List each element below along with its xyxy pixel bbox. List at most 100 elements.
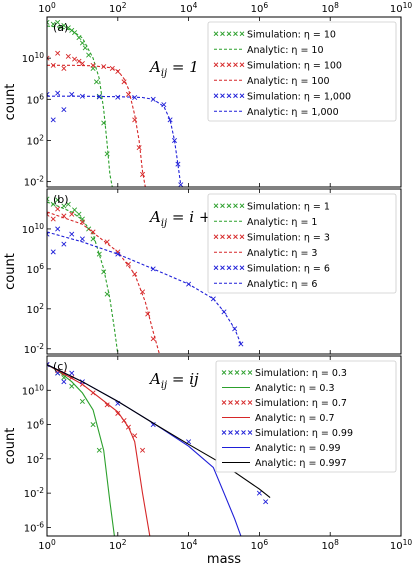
scatter-point bbox=[50, 117, 56, 123]
x-tick-label: 1010 bbox=[390, 538, 413, 552]
scatter-point bbox=[175, 161, 181, 167]
legend-marker bbox=[234, 430, 240, 435]
legend-marker bbox=[226, 62, 232, 68]
panel-label-c: (c) bbox=[53, 360, 68, 373]
y-tick-label: 1010 bbox=[22, 51, 45, 65]
x-tick-label: 106 bbox=[251, 538, 269, 552]
legend-marker bbox=[234, 400, 240, 405]
legend-marker bbox=[220, 93, 225, 99]
legend-a: Simulation: η = 10 Analytic: η = 10 Simula… bbox=[207, 21, 397, 122]
legend-marker bbox=[213, 31, 219, 37]
legend-marker bbox=[239, 31, 245, 37]
series-line bbox=[47, 25, 113, 187]
x-tick-label: 108 bbox=[321, 538, 339, 552]
y-tick-label: 102 bbox=[26, 302, 44, 316]
y-tick-label: 102 bbox=[26, 133, 44, 147]
legend-marker bbox=[226, 31, 232, 37]
legend-item: Analytic: η = 0.99 bbox=[222, 443, 341, 454]
series-line bbox=[47, 211, 160, 354]
scatter-point bbox=[61, 65, 67, 71]
scatter-point bbox=[104, 291, 110, 297]
legend-item: Simulation: η = 0.99 bbox=[221, 428, 353, 439]
legend-marker bbox=[220, 234, 225, 240]
scatter-point bbox=[150, 422, 156, 428]
legend-marker bbox=[228, 400, 233, 405]
kernel-annotation-a: Aij = 1 bbox=[148, 58, 199, 79]
legend-label: Simulation: η = 10 bbox=[247, 29, 336, 40]
scatter-point bbox=[55, 19, 61, 25]
scatter-series bbox=[47, 206, 156, 342]
legend-item: Analytic: η = 0.997 bbox=[222, 458, 347, 469]
scatter-point bbox=[125, 91, 131, 97]
legend-marker bbox=[228, 370, 233, 375]
legend-item: Analytic: η = 10 bbox=[214, 45, 324, 56]
scatter-point bbox=[256, 490, 262, 496]
scatter-point bbox=[104, 151, 110, 157]
y-tick-label: 10-6 bbox=[24, 520, 44, 534]
legend-c: Simulation: η = 0.3 Analytic: η = 0.3 Simu… bbox=[215, 360, 397, 473]
y-tick-label: 106 bbox=[26, 92, 44, 106]
scatter-point bbox=[263, 499, 269, 505]
legend-marker bbox=[233, 265, 238, 271]
legend-label: Simulation: η = 0.7 bbox=[255, 398, 347, 409]
y-tick-label: 10-2 bbox=[24, 486, 44, 500]
legend-marker bbox=[247, 400, 253, 405]
legend-item: Analytic: η = 0.7 bbox=[222, 413, 335, 424]
scatter-point bbox=[136, 145, 142, 151]
series-line bbox=[47, 364, 271, 499]
scatter-point bbox=[140, 171, 146, 177]
legend-marker bbox=[233, 93, 238, 99]
legend-item: Simulation: η = 6 bbox=[213, 263, 330, 274]
series-line bbox=[47, 201, 119, 354]
legend-marker bbox=[213, 203, 219, 209]
y-tick-label: 102 bbox=[26, 452, 44, 466]
scatter-point bbox=[79, 398, 85, 404]
scatter-point bbox=[61, 22, 67, 28]
legend-marker bbox=[239, 234, 245, 240]
legend-marker bbox=[226, 234, 232, 240]
legend-item: Analytic: η = 1 bbox=[214, 217, 317, 228]
legend-marker bbox=[226, 203, 232, 209]
scatter-point bbox=[101, 269, 107, 275]
scatter-point bbox=[50, 249, 56, 255]
top-x-axis: 100 102 104 106 108 1010 bbox=[38, 1, 412, 15]
legend-marker bbox=[233, 234, 238, 240]
chart-panel-a: 1010 106 102 10-2 (a) Aij = 1 count Simulat… bbox=[3, 16, 402, 189]
legend-item: Simulation: η = 100 bbox=[213, 60, 342, 71]
legend-item: Simulation: η = 0.3 bbox=[221, 368, 347, 379]
scatter-point bbox=[65, 53, 71, 59]
top-x-tick-label: 102 bbox=[109, 1, 127, 15]
legend-marker bbox=[233, 62, 238, 68]
scatter-point bbox=[104, 402, 110, 408]
plot-area-a: 1010 106 102 10-2 bbox=[22, 16, 402, 189]
scatter-point bbox=[65, 201, 71, 207]
series-line bbox=[47, 64, 146, 187]
top-x-tick-label: 1010 bbox=[390, 1, 413, 15]
legend-item: Simulation: η = 3 bbox=[213, 232, 330, 243]
scatter-point bbox=[69, 231, 75, 237]
legend-label: Simulation: η = 0.99 bbox=[255, 428, 353, 439]
legend-label: Analytic: η = 10 bbox=[247, 45, 324, 56]
legend-marker bbox=[213, 62, 219, 68]
scatter-point bbox=[47, 55, 50, 61]
top-x-tick-label: 108 bbox=[321, 1, 339, 15]
legend-item: Analytic: η = 0.3 bbox=[222, 383, 335, 394]
y-tick-label: 1010 bbox=[22, 383, 45, 397]
legend-marker bbox=[239, 265, 245, 271]
legend-marker bbox=[241, 430, 246, 435]
legend-marker bbox=[220, 62, 225, 68]
legend-marker bbox=[233, 203, 238, 209]
legend-marker bbox=[247, 430, 253, 435]
legend-label: Analytic: η = 6 bbox=[247, 279, 317, 290]
scatter-point bbox=[58, 24, 64, 30]
legend-marker bbox=[221, 400, 227, 405]
top-x-tick-label: 100 bbox=[38, 1, 56, 15]
legend-marker bbox=[241, 370, 246, 375]
legend-label: Simulation: η = 3 bbox=[247, 232, 330, 243]
legend-item: Analytic: η = 100 bbox=[214, 76, 330, 87]
scatter-point bbox=[61, 107, 67, 113]
legend-marker bbox=[239, 93, 245, 99]
y-tick-label: 10-2 bbox=[24, 175, 44, 189]
scatter-point bbox=[69, 211, 75, 217]
plot-area-c: 100 102 104 106 108 1010 1010 106 102 10-2 10-6 bbox=[22, 355, 413, 552]
